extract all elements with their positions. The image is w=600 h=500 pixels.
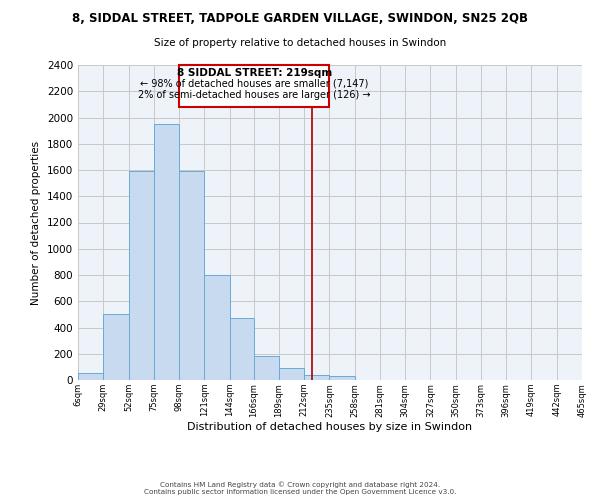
- Bar: [78, 374, 103, 380]
- FancyBboxPatch shape: [179, 65, 329, 107]
- X-axis label: Distribution of detached houses by size in Swindon: Distribution of detached houses by size …: [187, 422, 473, 432]
- Bar: [279, 368, 304, 380]
- Text: 2% of semi-detached houses are larger (126) →: 2% of semi-detached houses are larger (1…: [138, 90, 370, 100]
- Bar: [204, 275, 230, 380]
- Bar: [230, 318, 254, 380]
- Y-axis label: Number of detached properties: Number of detached properties: [31, 140, 41, 304]
- Text: 8, SIDDAL STREET, TADPOLE GARDEN VILLAGE, SWINDON, SN25 2QB: 8, SIDDAL STREET, TADPOLE GARDEN VILLAGE…: [72, 12, 528, 26]
- Text: Contains public sector information licensed under the Open Government Licence v3: Contains public sector information licen…: [144, 489, 456, 495]
- Text: 8 SIDDAL STREET: 219sqm: 8 SIDDAL STREET: 219sqm: [176, 68, 332, 78]
- Bar: [329, 376, 355, 380]
- Bar: [254, 356, 279, 380]
- Bar: [179, 172, 204, 380]
- Text: Size of property relative to detached houses in Swindon: Size of property relative to detached ho…: [154, 38, 446, 48]
- Text: Contains HM Land Registry data © Crown copyright and database right 2024.: Contains HM Land Registry data © Crown c…: [160, 481, 440, 488]
- Bar: [128, 172, 154, 380]
- Bar: [304, 376, 329, 380]
- Bar: [103, 314, 128, 380]
- Text: ← 98% of detached houses are smaller (7,147): ← 98% of detached houses are smaller (7,…: [140, 78, 368, 88]
- Bar: [154, 124, 179, 380]
